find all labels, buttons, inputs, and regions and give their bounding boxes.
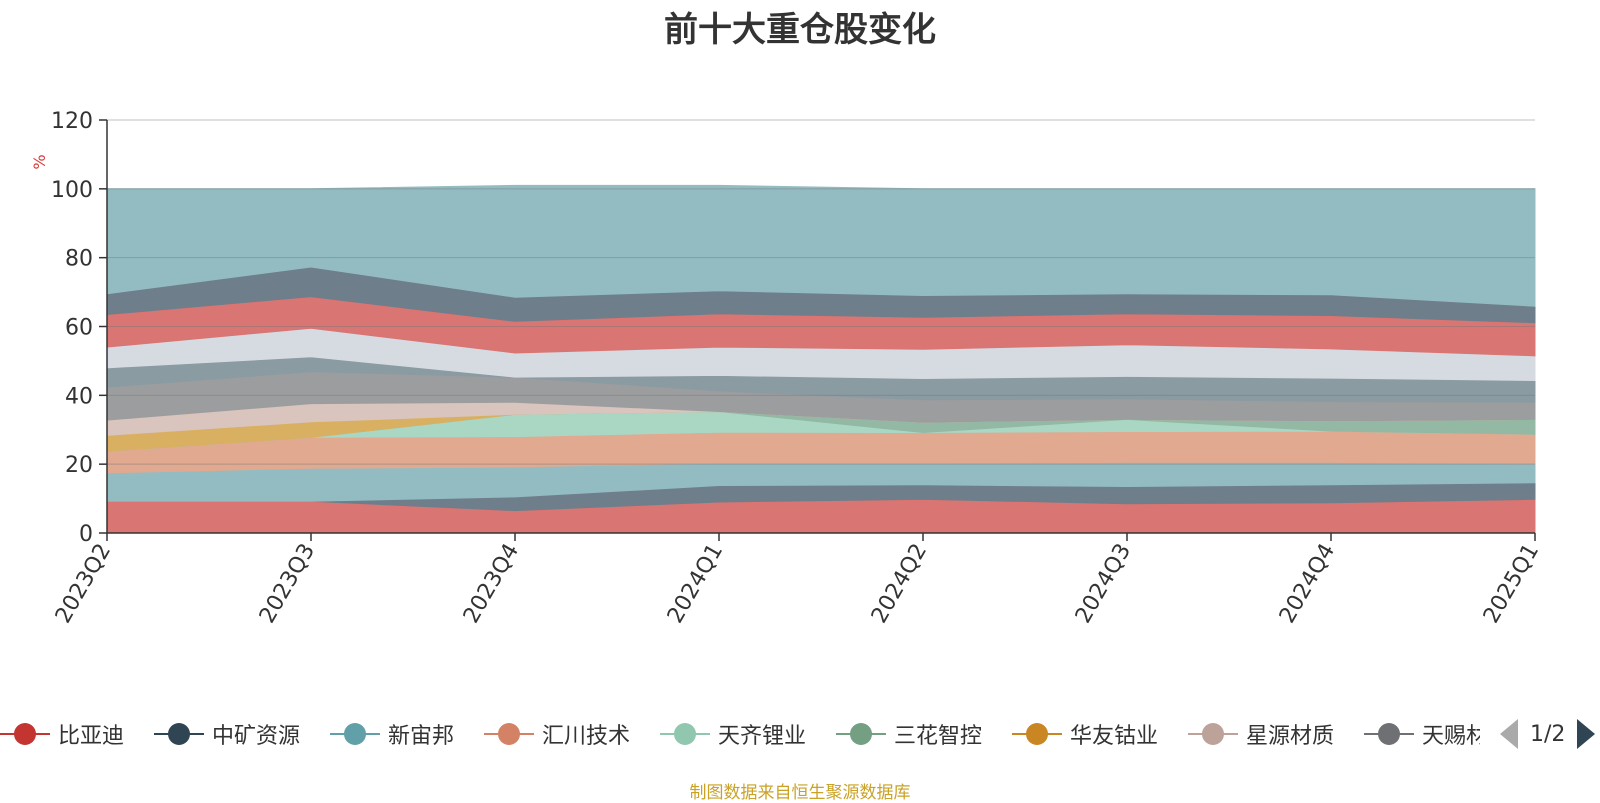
legend-marker-icon <box>154 722 204 746</box>
legend-marker-icon <box>1364 722 1414 746</box>
legend-marker-icon <box>836 722 886 746</box>
legend-label: 星源材质 <box>1246 724 1335 749</box>
legend-next-icon[interactable] <box>1577 719 1596 749</box>
x-tick-label: 2024Q1 <box>663 540 728 628</box>
x-tick-label: 2023Q2 <box>51 540 116 628</box>
area-series-13 <box>106 184 1536 307</box>
x-tick-label: 2024Q4 <box>1275 540 1340 628</box>
legend-item[interactable]: 比亚迪 <box>0 714 124 754</box>
legend-item[interactable]: 天赐材料 <box>1364 714 1480 754</box>
legend-page-indicator: 1/2 <box>1530 721 1566 747</box>
legend-marker-icon <box>1012 722 1062 746</box>
legend-marker-icon <box>0 722 50 746</box>
y-tick-label: 0 <box>79 522 93 547</box>
x-tick-label: 2024Q3 <box>1071 540 1136 628</box>
series-areas <box>106 184 1536 534</box>
legend-item[interactable]: 汇川技术 <box>484 714 630 754</box>
area-series-0 <box>106 498 1536 534</box>
legend-label: 天齐锂业 <box>718 724 807 749</box>
legend-label: 中矿资源 <box>212 724 301 749</box>
legend-marker-icon <box>660 722 710 746</box>
chart-plot: 0 20 40 60 80 100 120 2023Q2 2023Q3 2023Q4 2024Q1 2… <box>30 109 1544 628</box>
legend-marker-icon <box>1188 722 1238 746</box>
legend-item[interactable]: 华友钴业 <box>1012 714 1158 754</box>
y-tick-label: 60 <box>65 316 93 341</box>
legend-marker-icon <box>484 722 534 746</box>
legend-item[interactable]: 星源材质 <box>1188 714 1334 754</box>
y-axis-label: % <box>30 154 49 169</box>
legend-item[interactable]: 天齐锂业 <box>660 714 806 754</box>
legend-label: 天赐材料 <box>1422 724 1480 749</box>
legend-item[interactable]: 中矿资源 <box>154 714 300 754</box>
legend-item[interactable]: 三花智控 <box>836 714 982 754</box>
y-tick-label: 40 <box>65 384 93 409</box>
x-tick-label: 2024Q2 <box>867 540 932 628</box>
y-tick-label: 100 <box>51 178 93 203</box>
legend: 比亚迪 中矿资源 新宙邦 汇川技术 天齐锂业 三花智控 华友钴业 星源材质 天赐材料 <box>0 714 1600 754</box>
x-tick-label: 2023Q4 <box>459 540 524 628</box>
x-tick-label: 2023Q3 <box>255 540 320 628</box>
y-tick-label: 20 <box>65 453 93 478</box>
chart-title: 前十大重仓股变化 <box>664 10 936 50</box>
gridlines <box>107 119 1535 465</box>
legend-marker-icon <box>330 722 380 746</box>
legend-label: 新宙邦 <box>388 724 455 749</box>
legend-label: 汇川技术 <box>542 724 631 749</box>
legend-label: 三花智控 <box>894 724 983 749</box>
legend-prev-icon[interactable] <box>1500 719 1518 749</box>
legend-pager: 1/2 <box>1500 714 1600 754</box>
y-tick-label: 80 <box>65 247 93 272</box>
legend-label: 华友钴业 <box>1070 724 1159 749</box>
x-tick-label: 2025Q1 <box>1479 540 1544 628</box>
y-tick-label: 120 <box>51 109 93 134</box>
legend-item[interactable]: 新宙邦 <box>330 714 454 754</box>
source-note: 制图数据来自恒生聚源数据库 <box>689 783 911 803</box>
legend-label: 比亚迪 <box>58 724 125 749</box>
